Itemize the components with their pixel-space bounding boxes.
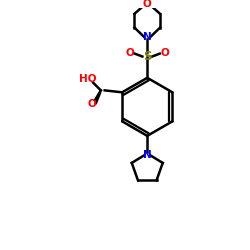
Text: S: S <box>143 50 152 63</box>
Text: N: N <box>143 150 152 160</box>
Text: O: O <box>88 99 96 109</box>
Text: O: O <box>126 48 134 58</box>
Text: O: O <box>143 0 152 9</box>
Text: HO: HO <box>78 74 96 84</box>
Text: N: N <box>143 32 152 42</box>
Text: O: O <box>160 48 169 58</box>
